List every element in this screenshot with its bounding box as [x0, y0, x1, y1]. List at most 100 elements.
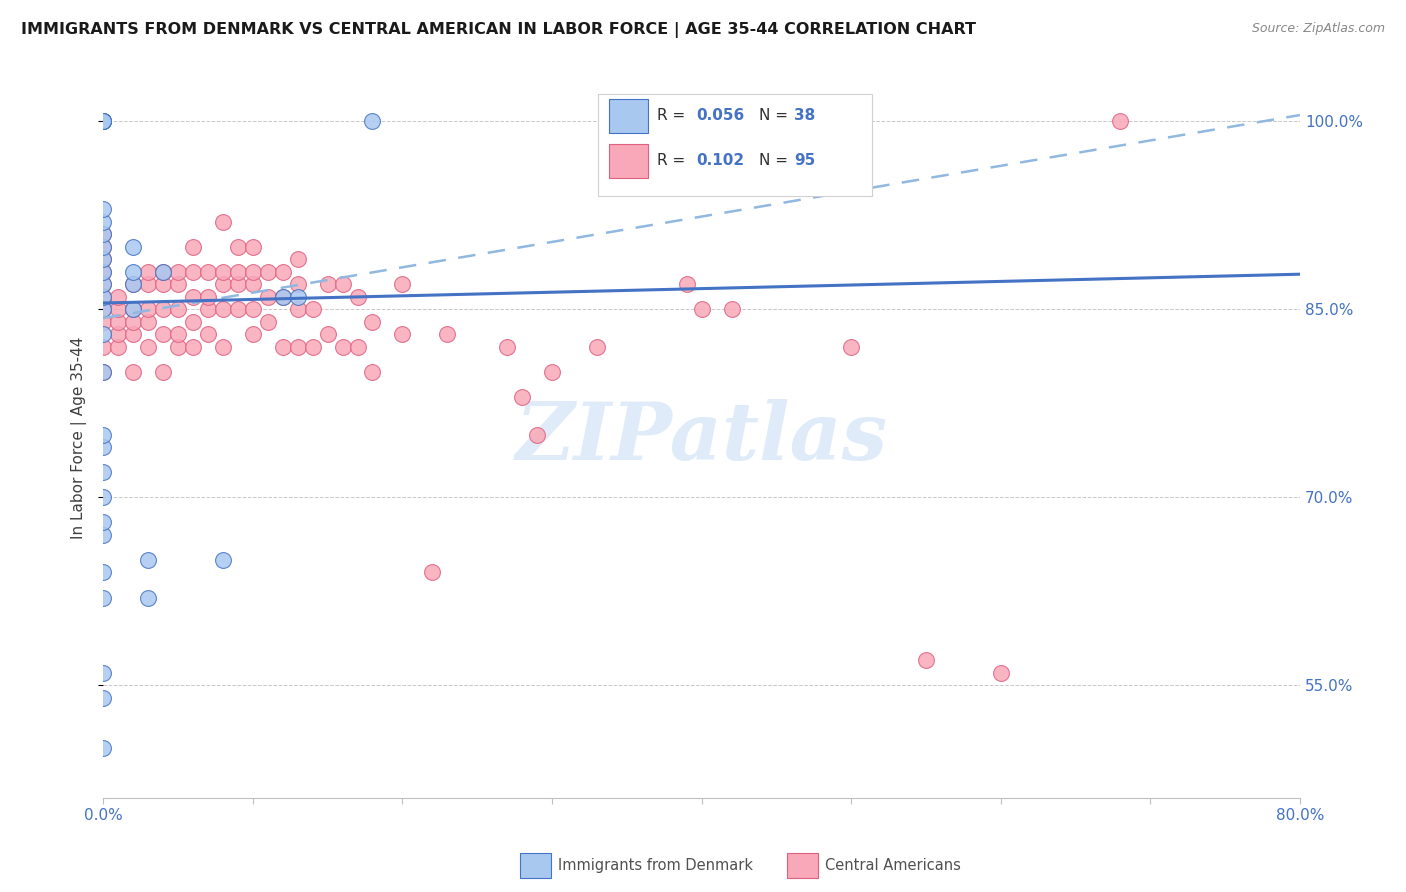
Text: Central Americans: Central Americans: [825, 858, 962, 872]
Point: [361, 114, 384, 128]
Point: [91, 265, 114, 279]
Point: [91, 239, 114, 253]
Point: [346, 290, 368, 304]
Point: [316, 277, 339, 292]
Point: [256, 315, 278, 329]
Text: Source: ZipAtlas.com: Source: ZipAtlas.com: [1251, 22, 1385, 36]
Point: [91, 665, 114, 680]
Point: [91, 465, 114, 479]
Point: [91, 490, 114, 504]
Point: [167, 302, 190, 317]
Text: 38: 38: [794, 109, 815, 123]
Point: [136, 553, 159, 567]
Point: [122, 265, 145, 279]
Point: [122, 277, 145, 292]
Point: [91, 252, 114, 267]
Point: [242, 302, 264, 317]
Point: [152, 302, 174, 317]
Point: [91, 114, 114, 128]
Point: [91, 290, 114, 304]
Point: [301, 302, 323, 317]
Point: [181, 315, 204, 329]
Text: 0.102: 0.102: [696, 153, 744, 168]
Point: [661, 177, 683, 191]
Point: [152, 265, 174, 279]
Point: [287, 340, 309, 354]
Point: [690, 302, 713, 317]
Point: [167, 327, 190, 342]
Point: [181, 290, 204, 304]
Point: [122, 315, 145, 329]
Point: [287, 290, 309, 304]
Point: [212, 340, 235, 354]
Point: [91, 302, 114, 317]
Point: [212, 265, 235, 279]
Point: [361, 365, 384, 379]
Point: [91, 227, 114, 241]
Text: ZIPatlas: ZIPatlas: [516, 399, 887, 476]
Point: [91, 327, 114, 342]
Point: [586, 340, 609, 354]
Point: [91, 265, 114, 279]
Point: [91, 114, 114, 128]
Point: [181, 265, 204, 279]
Point: [271, 290, 294, 304]
Point: [91, 302, 114, 317]
Text: Immigrants from Denmark: Immigrants from Denmark: [558, 858, 754, 872]
Point: [122, 302, 145, 317]
Point: [91, 114, 114, 128]
Point: [91, 365, 114, 379]
Point: [675, 277, 697, 292]
Point: [1109, 114, 1132, 128]
Point: [361, 315, 384, 329]
Point: [91, 365, 114, 379]
Point: [332, 277, 354, 292]
Point: [167, 265, 190, 279]
Point: [242, 327, 264, 342]
Point: [301, 340, 323, 354]
Point: [91, 516, 114, 530]
Point: [271, 340, 294, 354]
Point: [287, 252, 309, 267]
Point: [332, 340, 354, 354]
Point: [122, 277, 145, 292]
Point: [152, 365, 174, 379]
Point: [122, 302, 145, 317]
Point: [107, 302, 129, 317]
Point: [91, 214, 114, 228]
Point: [167, 277, 190, 292]
Point: [167, 340, 190, 354]
Point: [181, 239, 204, 253]
Point: [287, 277, 309, 292]
Point: [91, 340, 114, 354]
Point: [526, 427, 548, 442]
Text: R =: R =: [657, 109, 690, 123]
Text: 95: 95: [794, 153, 815, 168]
Point: [510, 390, 533, 404]
Point: [212, 302, 235, 317]
Point: [496, 340, 519, 354]
Point: [91, 566, 114, 580]
Point: [107, 340, 129, 354]
Point: [197, 265, 219, 279]
Point: [91, 591, 114, 605]
Text: N =: N =: [759, 109, 793, 123]
Point: [212, 277, 235, 292]
Point: [720, 302, 742, 317]
Point: [391, 277, 413, 292]
Point: [197, 290, 219, 304]
Point: [91, 277, 114, 292]
Point: [136, 315, 159, 329]
Point: [915, 653, 938, 667]
Point: [152, 277, 174, 292]
Point: [287, 302, 309, 317]
Point: [197, 302, 219, 317]
Point: [181, 340, 204, 354]
Point: [256, 265, 278, 279]
Point: [136, 265, 159, 279]
Point: [122, 327, 145, 342]
Point: [91, 740, 114, 755]
Text: 0.056: 0.056: [696, 109, 744, 123]
Point: [91, 202, 114, 216]
Point: [420, 566, 443, 580]
